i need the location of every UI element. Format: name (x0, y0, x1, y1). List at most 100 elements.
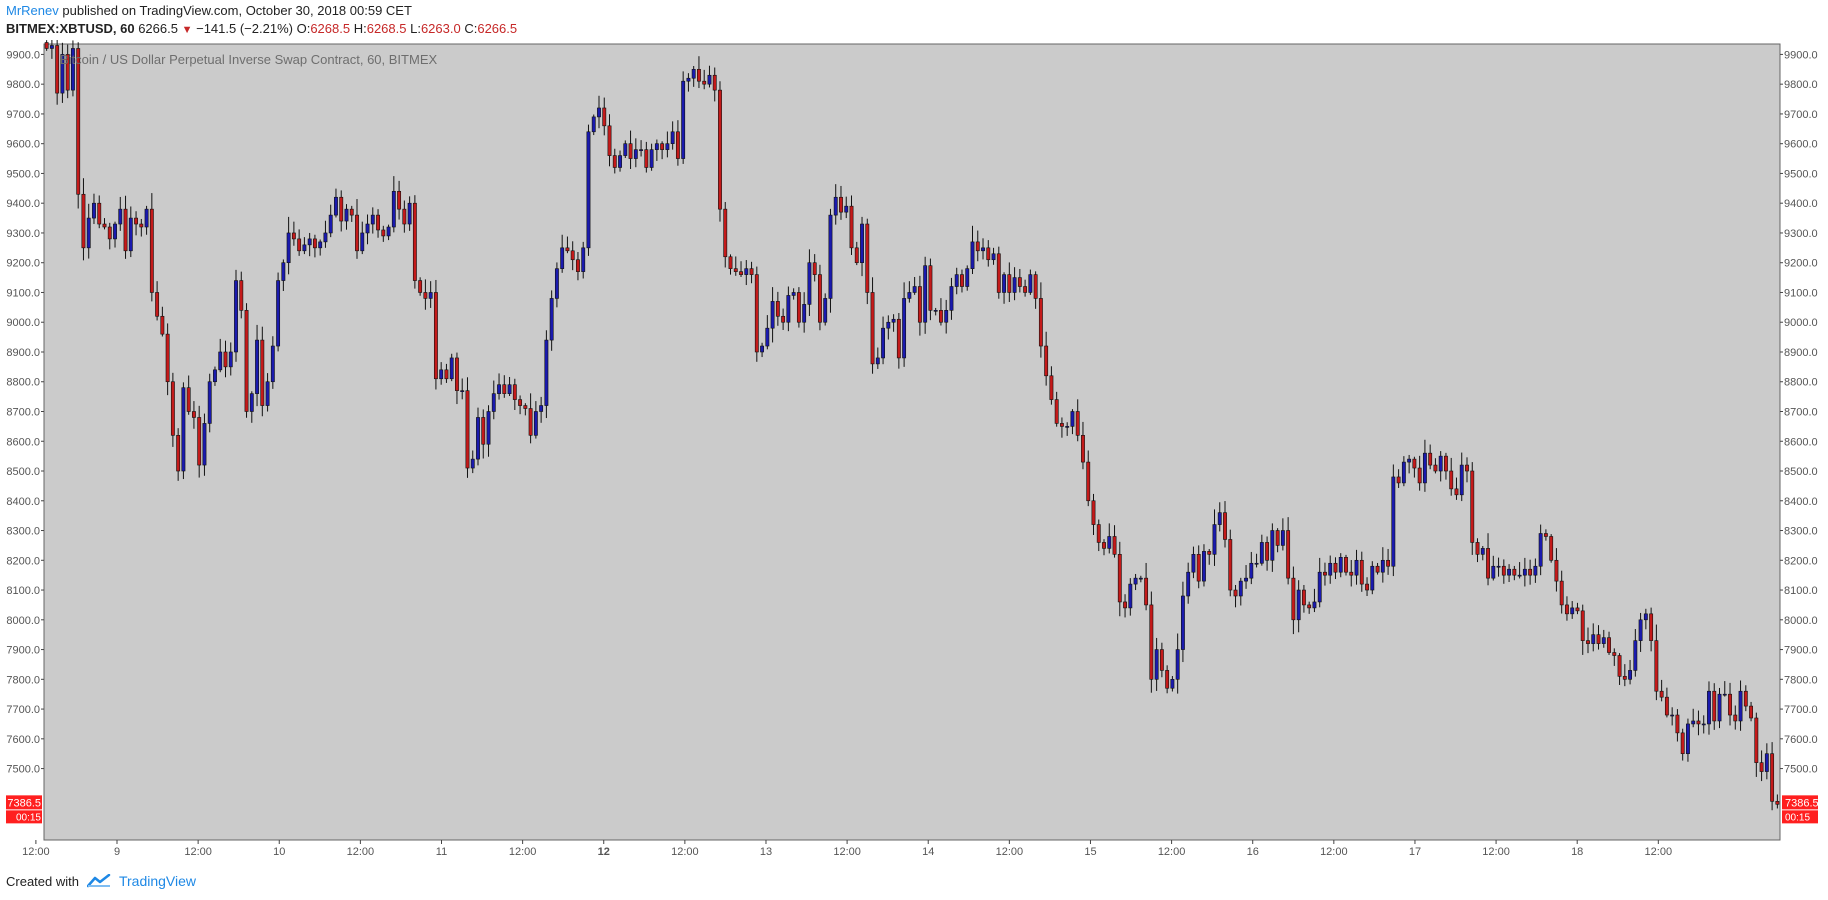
candle-body (1707, 690, 1711, 725)
price-chart[interactable]: Bitcoin / US Dollar Perpetual Inverse Sw… (0, 40, 1828, 866)
x-tick-label: 12:00 (1482, 846, 1510, 858)
x-tick-label: 15 (1084, 846, 1096, 858)
candle-body (1664, 696, 1669, 716)
candle-body (1617, 655, 1622, 677)
candle-body (1301, 589, 1306, 606)
y-tick-label: 8300.0 (6, 526, 40, 538)
candle-body (823, 298, 828, 323)
candle-body (1396, 476, 1401, 484)
candle-body (1280, 530, 1285, 546)
candle-body (1580, 610, 1585, 641)
candle-body (412, 202, 417, 281)
candle-body (1238, 580, 1243, 597)
candle-body (1775, 801, 1780, 805)
candle-body (1107, 536, 1112, 549)
candle-body (1643, 613, 1648, 621)
candle-body (391, 190, 396, 228)
x-tick-label: 10 (273, 846, 285, 858)
candle-body (986, 247, 991, 261)
candle-body (833, 196, 838, 216)
y-tick-label: 9400.0 (6, 198, 40, 210)
candle-body (465, 390, 470, 469)
symbol-label: BITMEX:XBTUSD, 60 (6, 21, 135, 36)
symbol-line: BITMEX:XBTUSD, 60 6266.5 ▼ −141.5 (−2.21… (6, 21, 517, 36)
candle-body (1465, 464, 1469, 472)
candle-body (1365, 583, 1369, 591)
candle-body (1017, 277, 1022, 287)
candle-body (1601, 637, 1606, 644)
candle-body (512, 384, 517, 400)
candle-body (1186, 571, 1191, 597)
candle-body (270, 345, 275, 383)
candle-body (307, 238, 312, 246)
candle-body (691, 68, 696, 79)
tradingview-logo-icon (86, 874, 111, 888)
candle-body (60, 54, 65, 94)
candle-body (1149, 604, 1154, 680)
candle-body (218, 351, 223, 371)
candle-body (739, 271, 743, 275)
candle-body (1112, 536, 1117, 555)
candle-body (1212, 524, 1217, 555)
candle-body (1038, 298, 1043, 347)
candle-body (1507, 568, 1512, 576)
candle-body (92, 202, 96, 219)
last-price-badge-label: 7386.5 (1785, 797, 1819, 809)
y-tick-label: 7600.0 (6, 734, 40, 746)
candle-body (544, 339, 549, 406)
tradingview-link[interactable]: TradingView (118, 873, 197, 889)
candle-body (1570, 607, 1575, 615)
candle-body (554, 268, 559, 299)
candle-body (276, 280, 281, 347)
plot-area (43, 43, 1781, 841)
y-tick-label: 9000.0 (6, 317, 40, 329)
y-tick-label: 7900.0 (6, 645, 40, 657)
candle-body (702, 80, 707, 85)
y-tick-label: 8600.0 (1784, 436, 1818, 448)
candle-body (355, 214, 359, 252)
candle-body (128, 217, 133, 252)
candle-body (1312, 601, 1317, 609)
candle-body (1070, 411, 1075, 427)
x-axis: 12:00 9 12:00 10 12:00 11 12:00 12 12:00 13 12:00 1… (22, 840, 1672, 858)
y-tick-label: 9400.0 (1784, 198, 1818, 210)
last-price-badge (6, 795, 42, 810)
x-tick-label: 13 (760, 846, 772, 858)
candle-body (1528, 568, 1533, 576)
candle-body (1454, 488, 1459, 496)
y-tick-label: 7500.0 (1784, 764, 1818, 776)
candle-body (1496, 565, 1501, 568)
candle-body (565, 247, 570, 252)
candle-body (1170, 679, 1175, 689)
candle-body (1486, 548, 1490, 579)
candle-body (749, 268, 754, 275)
last-price: 6266.5 (138, 21, 178, 36)
y-axis-right: 7500.0 7600.0 7700.0 7800.0 7900.0 8000.0 8100… (1780, 49, 1818, 776)
candle-body (754, 274, 759, 353)
author-link[interactable]: MrRenev (6, 3, 59, 18)
candle-body (1375, 565, 1380, 573)
candle-body (1207, 551, 1212, 555)
x-tick-label: 17 (1409, 846, 1421, 858)
y-tick-label: 9200.0 (6, 258, 40, 270)
candle-body (902, 298, 907, 359)
candle-body (1412, 458, 1417, 469)
candle-body (1012, 277, 1017, 293)
candle-body (418, 280, 423, 293)
candle-body (1728, 693, 1732, 716)
candle-body (255, 339, 259, 394)
created-with-text: Created with (6, 873, 79, 889)
candle-body (328, 214, 333, 234)
candle-body (1591, 634, 1596, 644)
candle-body (1291, 577, 1296, 621)
candle-body (1559, 580, 1564, 606)
candle-body (1338, 557, 1343, 573)
candle-body (1638, 619, 1643, 641)
candle-body (86, 217, 91, 249)
candle-body (1323, 571, 1327, 576)
candle-body (239, 280, 244, 311)
candle-body (1596, 634, 1601, 644)
candle-body (1701, 723, 1706, 726)
candle-body (960, 274, 964, 287)
x-tick-label: 16 (1247, 846, 1259, 858)
